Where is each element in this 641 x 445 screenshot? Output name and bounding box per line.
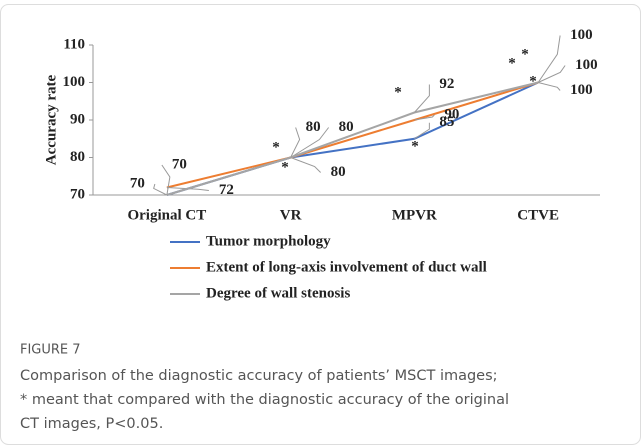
data-label: 85 <box>439 114 454 130</box>
y-tick-label: 80 <box>70 149 85 165</box>
caption-label: FIGURE 7 <box>20 343 81 358</box>
significance-marker: * <box>521 46 529 62</box>
legend-label: Tumor morphology <box>206 233 331 249</box>
y-axis-label: Accuracy rate <box>43 74 59 165</box>
data-label: 80 <box>339 119 354 135</box>
data-label: 70 <box>130 175 145 191</box>
data-label: 100 <box>570 27 593 43</box>
leader-line <box>290 127 330 158</box>
legend-label: Degree of wall stenosis <box>206 285 350 301</box>
significance-marker: * <box>411 138 419 154</box>
significance-marker: * <box>281 159 289 175</box>
data-label: 90 <box>444 106 459 122</box>
leader-line <box>414 114 435 121</box>
leader-line <box>414 84 430 113</box>
y-tick-label: 70 <box>70 186 85 202</box>
x-tick-label: VR <box>280 207 302 223</box>
leader-line <box>290 157 321 173</box>
y-tick-label: 90 <box>70 111 85 127</box>
significance-marker: * <box>394 84 402 100</box>
leader-line <box>414 122 430 140</box>
y-tick-label: 110 <box>63 36 85 52</box>
data-label: 100 <box>570 82 593 98</box>
series-line <box>166 81 539 196</box>
data-label: 72 <box>219 182 234 198</box>
legend-label: Extent of long-axis involvement of duct … <box>206 259 487 275</box>
significance-marker: * <box>508 55 516 71</box>
leader-line <box>537 65 566 83</box>
leader-line <box>153 183 168 196</box>
leader-line <box>290 127 301 158</box>
leader-line <box>537 35 561 83</box>
x-tick-label: Original CT <box>127 207 206 223</box>
y-tick-label: 100 <box>63 74 86 90</box>
caption-line: * meant that compared with the diagnosti… <box>20 392 509 408</box>
data-label: 80 <box>331 164 346 180</box>
series-line <box>166 81 539 189</box>
data-label: 70 <box>172 156 187 172</box>
caption-line: CT images, P<0.05. <box>20 416 163 432</box>
leader-line <box>166 187 209 191</box>
data-label: 100 <box>575 57 598 73</box>
caption-line: Comparison of the diagnostic accuracy of… <box>20 368 498 384</box>
data-label: 92 <box>439 76 454 92</box>
x-tick-label: MPVR <box>392 207 437 223</box>
significance-marker: * <box>272 139 280 155</box>
x-tick-label: CTVE <box>517 207 559 223</box>
data-label: 80 <box>306 119 321 135</box>
leader-line <box>161 164 171 196</box>
significance-marker: * <box>529 73 537 89</box>
leader-line <box>538 82 561 91</box>
